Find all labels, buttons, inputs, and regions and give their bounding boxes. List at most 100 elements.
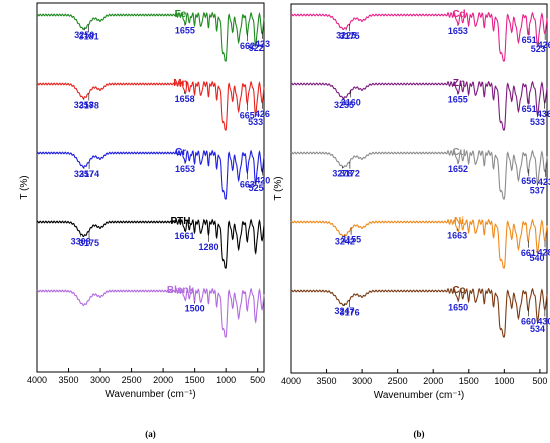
peak-label: 651 bbox=[522, 104, 537, 114]
peak-label: 3257 bbox=[74, 169, 94, 179]
peak-label: 430 bbox=[537, 317, 550, 327]
peak-label: 1663 bbox=[447, 231, 467, 241]
plot-frame bbox=[36, 2, 265, 373]
peak-label: 3176 bbox=[340, 307, 360, 317]
peak-label: 420 bbox=[255, 175, 270, 185]
peak-label: 534 bbox=[530, 324, 545, 334]
panel-label: (a) bbox=[145, 429, 156, 439]
peak-label: 3160 bbox=[341, 97, 361, 107]
series-name: PTH bbox=[171, 216, 191, 227]
peak-label: 3181 bbox=[79, 32, 99, 42]
peak-label: 660 bbox=[521, 316, 536, 326]
peak-label: 1653 bbox=[175, 164, 195, 174]
series-name: Cd bbox=[452, 9, 465, 20]
y-axis-label: T (%) bbox=[19, 175, 30, 199]
series-name: Mn bbox=[173, 78, 187, 89]
plot-frame bbox=[290, 3, 548, 374]
peak-label: 1655 bbox=[448, 95, 468, 105]
series-line-blank bbox=[36, 287, 265, 338]
peak-label: 1658 bbox=[175, 94, 195, 104]
x-tick-label: 1500 bbox=[185, 375, 205, 385]
x-tick-label: 2000 bbox=[423, 376, 443, 386]
peak-label: 533 bbox=[530, 117, 545, 127]
x-tick-label: 3000 bbox=[90, 375, 110, 385]
series-name: Fe bbox=[175, 9, 187, 20]
peak-label: 3250 bbox=[74, 30, 94, 40]
panel-label: (b) bbox=[414, 429, 425, 439]
peak-label: 1652 bbox=[448, 164, 468, 174]
series-line-fe bbox=[36, 11, 265, 62]
peak-label: 3225 bbox=[336, 30, 356, 40]
series-line-zn bbox=[290, 80, 548, 131]
panel-b: 4000 3500 3000 2500 2000 1500 1000 500 Wavenumbe… bbox=[273, 3, 550, 439]
series-name: Zn bbox=[453, 78, 465, 89]
peak-label: 661 bbox=[521, 248, 536, 258]
panel-a: 4000 3500 3000 2500 2000 1500 1000 500 Wavenumbe… bbox=[19, 2, 270, 439]
peak-label: 1280 bbox=[198, 242, 218, 252]
peak-label: 3175 bbox=[79, 238, 99, 248]
series-line-cu bbox=[290, 149, 548, 200]
peak-label: 662 bbox=[240, 41, 255, 51]
peak-label: 523 bbox=[531, 44, 546, 54]
series-name: Co bbox=[452, 285, 465, 296]
x-tick-label: 3500 bbox=[59, 375, 79, 385]
peak-label: 3255 bbox=[334, 100, 354, 110]
peak-label: 540 bbox=[530, 253, 545, 263]
peak-label: 537 bbox=[530, 185, 545, 195]
peak-label: 423 bbox=[538, 177, 550, 187]
peak-label: 436 bbox=[537, 109, 550, 119]
x-tick-label: 2500 bbox=[122, 375, 142, 385]
peak-label: 423 bbox=[255, 39, 270, 49]
peak-label: 3258 bbox=[74, 100, 94, 110]
x-tick-label: 500 bbox=[250, 375, 265, 385]
x-tick-label: 1000 bbox=[494, 376, 514, 386]
peak-label: 3247 bbox=[335, 306, 355, 316]
peak-label: 1650 bbox=[448, 302, 468, 312]
peak-label: 3174 bbox=[79, 169, 99, 179]
peak-label: 3172 bbox=[340, 169, 360, 179]
x-tick-label: 1000 bbox=[216, 375, 236, 385]
x-axis-label: Wavenumber (cm⁻¹) bbox=[374, 390, 464, 401]
peak-label: 651 bbox=[522, 35, 537, 45]
x-tick-label: 4000 bbox=[27, 375, 47, 385]
x-tick-label: 3000 bbox=[352, 376, 372, 386]
series-line-co bbox=[290, 287, 548, 338]
x-tick-label: 500 bbox=[532, 376, 547, 386]
x-tick-label: 2500 bbox=[388, 376, 408, 386]
series-line-pth bbox=[36, 218, 265, 269]
x-tick-label: 1500 bbox=[459, 376, 479, 386]
peak-label: 1500 bbox=[185, 304, 205, 314]
peak-label: 3155 bbox=[341, 235, 361, 245]
series-line-ni bbox=[290, 218, 548, 269]
peak-label: 3242 bbox=[335, 237, 355, 247]
peak-label: 665 bbox=[240, 111, 255, 121]
y-axis-label: T (%) bbox=[273, 176, 284, 200]
peak-label: 663 bbox=[240, 179, 255, 189]
peak-label: 3278 bbox=[332, 168, 352, 178]
peak-label: 3178 bbox=[79, 101, 99, 111]
series-name: Cu bbox=[452, 147, 465, 158]
peak-label: 656 bbox=[521, 176, 536, 186]
peak-label: 522 bbox=[249, 43, 264, 53]
peak-label: 533 bbox=[248, 117, 263, 127]
series-line-cr bbox=[36, 149, 265, 200]
series-name: Blank bbox=[167, 285, 195, 296]
peak-label: 3308 bbox=[71, 237, 91, 247]
peak-label: 3175 bbox=[340, 31, 360, 41]
peak-label: 1655 bbox=[175, 26, 195, 36]
x-tick-label: 3500 bbox=[317, 376, 337, 386]
peak-label: 525 bbox=[249, 183, 264, 193]
peak-label: 428 bbox=[537, 247, 550, 257]
x-tick-label: 2000 bbox=[153, 375, 173, 385]
series-line-cd bbox=[290, 11, 548, 62]
peak-label: 426 bbox=[538, 40, 550, 50]
series-name: Cr bbox=[175, 147, 186, 158]
peak-label: 1661 bbox=[174, 231, 194, 241]
peak-label: 426 bbox=[255, 109, 270, 119]
peak-label: 1653 bbox=[448, 26, 468, 36]
x-axis-label: Wavenumber (cm⁻¹) bbox=[105, 389, 195, 400]
series-name: Ni bbox=[454, 216, 464, 227]
series-line-mn bbox=[36, 80, 265, 131]
x-tick-label: 4000 bbox=[281, 376, 301, 386]
